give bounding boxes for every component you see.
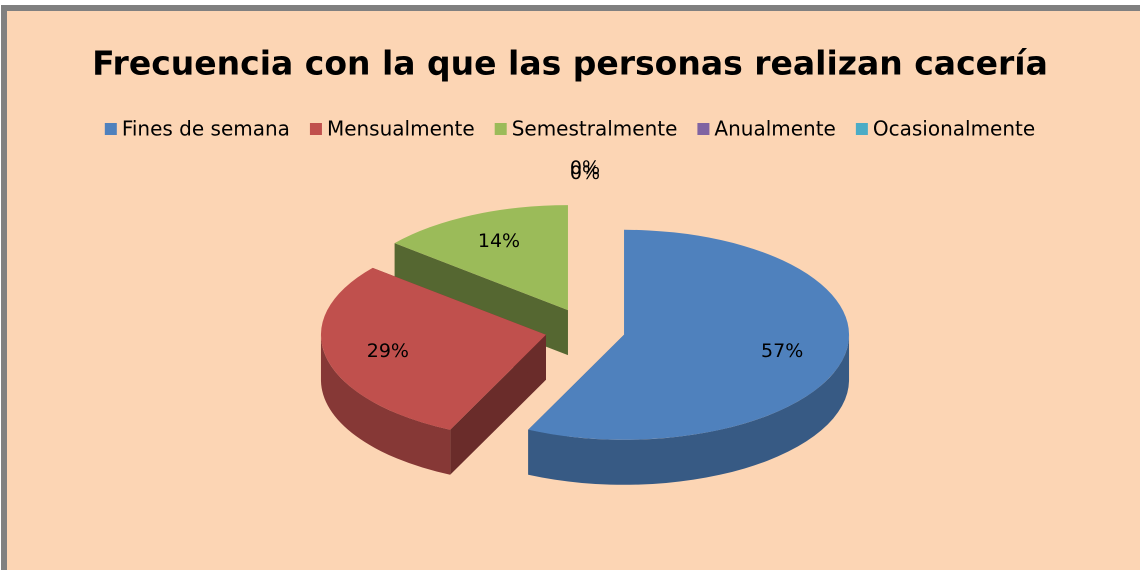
chart-title: Frecuencia con la que las personas reali… (92, 44, 1048, 83)
legend-label: Fines de semana (122, 117, 290, 141)
chart-area (1, 5, 1140, 570)
legend-label: Anualmente (714, 117, 835, 141)
data-label: 14% (478, 230, 520, 252)
data-label: 0% (570, 162, 600, 184)
legend-swatch (309, 123, 322, 135)
slice-wall (320, 334, 451, 475)
legend-label: Mensualmente (327, 117, 475, 141)
legend: Fines de semana Mensualmente Semestralment… (104, 117, 1035, 141)
pie-slice (320, 267, 546, 430)
legend-swatch (855, 123, 868, 135)
data-label: 0% (570, 157, 600, 179)
slice-wall (528, 334, 850, 485)
data-label: 29% (367, 340, 409, 362)
legend-swatch (494, 123, 507, 135)
legend-label: Ocasionalmente (873, 117, 1035, 141)
pie-slice (528, 229, 850, 440)
legend-label: Semestralmente (512, 117, 678, 141)
pie-slice (394, 205, 568, 311)
legend-swatch (104, 123, 117, 135)
legend-swatch (697, 123, 710, 135)
data-label: 57% (761, 340, 803, 362)
